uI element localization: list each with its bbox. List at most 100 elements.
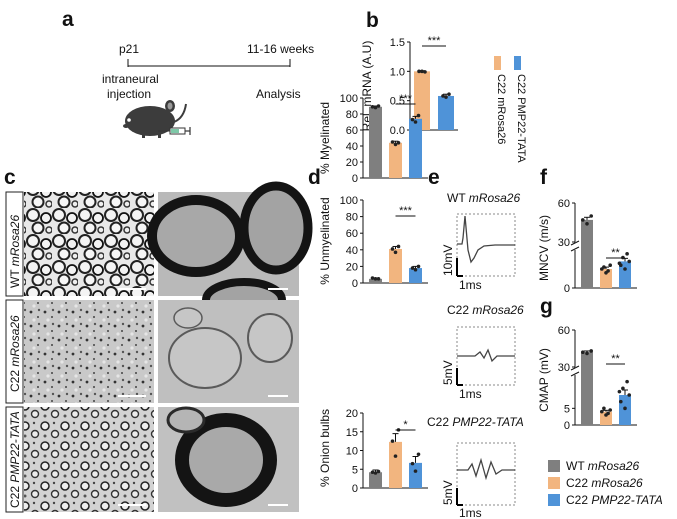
injection-label-2: injection xyxy=(107,87,151,101)
data-point xyxy=(600,409,604,414)
panel-label-c: c xyxy=(4,166,16,189)
data-point xyxy=(373,105,378,110)
y-tick-label: 60 xyxy=(346,228,358,240)
trace-title-c22: C22 mRosa26 xyxy=(447,303,524,317)
data-point xyxy=(373,277,378,281)
legend-label-c22: C22 mRosa26 xyxy=(566,476,643,490)
bar xyxy=(409,268,422,283)
data-point xyxy=(373,471,378,475)
data-point xyxy=(393,142,398,147)
y-tick-label: 80 xyxy=(346,212,358,224)
trace-scale-y-c22: 5mV xyxy=(441,360,455,385)
data-point xyxy=(413,267,418,272)
data-point xyxy=(447,92,451,97)
axis-break xyxy=(570,371,580,377)
legend-b-tata: C22 PMP22-TATA xyxy=(515,74,527,163)
y-tick-label: 1.5 xyxy=(390,37,405,49)
data-point xyxy=(608,263,612,268)
legend-swatch-tata xyxy=(548,494,560,506)
bar xyxy=(369,106,382,178)
data-point xyxy=(589,214,593,218)
legend-swatch-wt xyxy=(548,460,560,472)
trace-scale-x-wt: 1ms xyxy=(459,278,482,292)
data-point xyxy=(606,411,610,416)
bar xyxy=(581,352,593,425)
y-tick-label: 0.5 xyxy=(390,96,405,108)
y-tick-label: 40 xyxy=(346,141,358,153)
axis-break xyxy=(570,240,580,246)
y-tick-label: 60 xyxy=(558,198,570,210)
bar xyxy=(438,95,454,130)
micrograph-c22-low xyxy=(24,300,154,403)
data-point xyxy=(625,252,629,256)
trace-scale-x-c22: 1ms xyxy=(459,387,482,401)
y-tick-label: 10 xyxy=(346,446,358,458)
y-tick-label: 20 xyxy=(346,157,358,169)
axis-break xyxy=(570,246,580,252)
data-point xyxy=(606,269,610,273)
trace-title-wt: WT mRosa26 xyxy=(447,191,520,205)
y-tick-label: 60 xyxy=(558,325,570,337)
y-axis-label: % Myelinated xyxy=(318,102,332,174)
y-tick-label: 40 xyxy=(346,245,358,257)
data-point xyxy=(602,265,606,269)
y-tick-label: 60 xyxy=(346,125,358,137)
data-point xyxy=(393,250,398,255)
data-point xyxy=(423,70,427,74)
data-point xyxy=(413,469,418,473)
timeline-end: 11-16 weeks xyxy=(247,42,314,56)
data-point xyxy=(370,105,375,109)
panel-label-a: a xyxy=(62,8,74,31)
data-point xyxy=(376,469,381,474)
bar xyxy=(389,441,402,488)
significance-label: * xyxy=(403,419,408,431)
legend: WT mRosa26 C22 mRosa26 C22 PMP22-TATA xyxy=(548,459,663,507)
chart-d-unmyelinated: 0 20 40 60 80 100 % Unmyelinated *** xyxy=(318,195,428,290)
data-point xyxy=(441,94,445,98)
y-tick-label: 0 xyxy=(564,283,570,295)
injection-label-1: intraneural xyxy=(102,72,159,86)
syringe-icon xyxy=(158,127,191,135)
data-point xyxy=(393,454,398,458)
y-tick-label: 100 xyxy=(340,93,358,105)
y-tick-label: 20 xyxy=(346,261,358,273)
y-axis-label: MNCV (m/s) xyxy=(537,215,551,281)
chart-g-cmap: 0 5 30 60 CMAP (mV) ** xyxy=(537,325,637,432)
data-point xyxy=(390,247,395,251)
trace-c22: C22 mRosa26 5mV 1ms xyxy=(441,303,524,401)
y-axis-label: % Onion bulbs xyxy=(318,409,332,487)
data-point xyxy=(617,389,622,394)
trace-title-tata: C22 PMP22-TATA xyxy=(427,415,524,429)
bar xyxy=(409,462,422,488)
data-point xyxy=(619,399,623,404)
y-tick-label: 15 xyxy=(346,427,358,439)
trace-scale-y-wt: 10mV xyxy=(441,245,455,276)
data-point xyxy=(444,95,448,99)
data-point xyxy=(602,406,606,411)
significance-label: *** xyxy=(399,93,413,105)
data-point xyxy=(396,141,401,145)
panel-label-b: b xyxy=(366,9,379,32)
data-point xyxy=(416,264,421,269)
y-axis-label: CMAP (mV) xyxy=(537,348,551,412)
bar xyxy=(389,142,402,178)
y-tick-label: 0 xyxy=(352,278,358,290)
y-tick-label: 100 xyxy=(340,195,358,207)
data-point xyxy=(627,259,631,264)
data-point xyxy=(410,461,415,466)
bar xyxy=(619,261,631,288)
y-tick-label: 5 xyxy=(564,403,570,415)
trace-scale-y-tata: 5mV xyxy=(441,480,455,505)
micrograph-wt-low xyxy=(24,192,154,296)
row-label-wt: WT mRosa26 xyxy=(8,215,22,288)
data-point xyxy=(370,276,375,280)
data-point xyxy=(581,218,585,222)
row-labels-c: WT mRosa26 C22 mRosa26 C22 PMP22-TATA xyxy=(5,191,24,513)
y-axis-label: % Unmyelinated xyxy=(318,197,332,284)
axis-break xyxy=(570,365,580,371)
legend-swatch-c22 xyxy=(548,477,560,489)
data-point xyxy=(585,351,589,356)
chart-f-mncv: 0 30 60 MNCV (m/s) ** xyxy=(537,198,637,295)
significance-label: ** xyxy=(611,247,620,259)
panel-label-e: e xyxy=(428,166,440,189)
